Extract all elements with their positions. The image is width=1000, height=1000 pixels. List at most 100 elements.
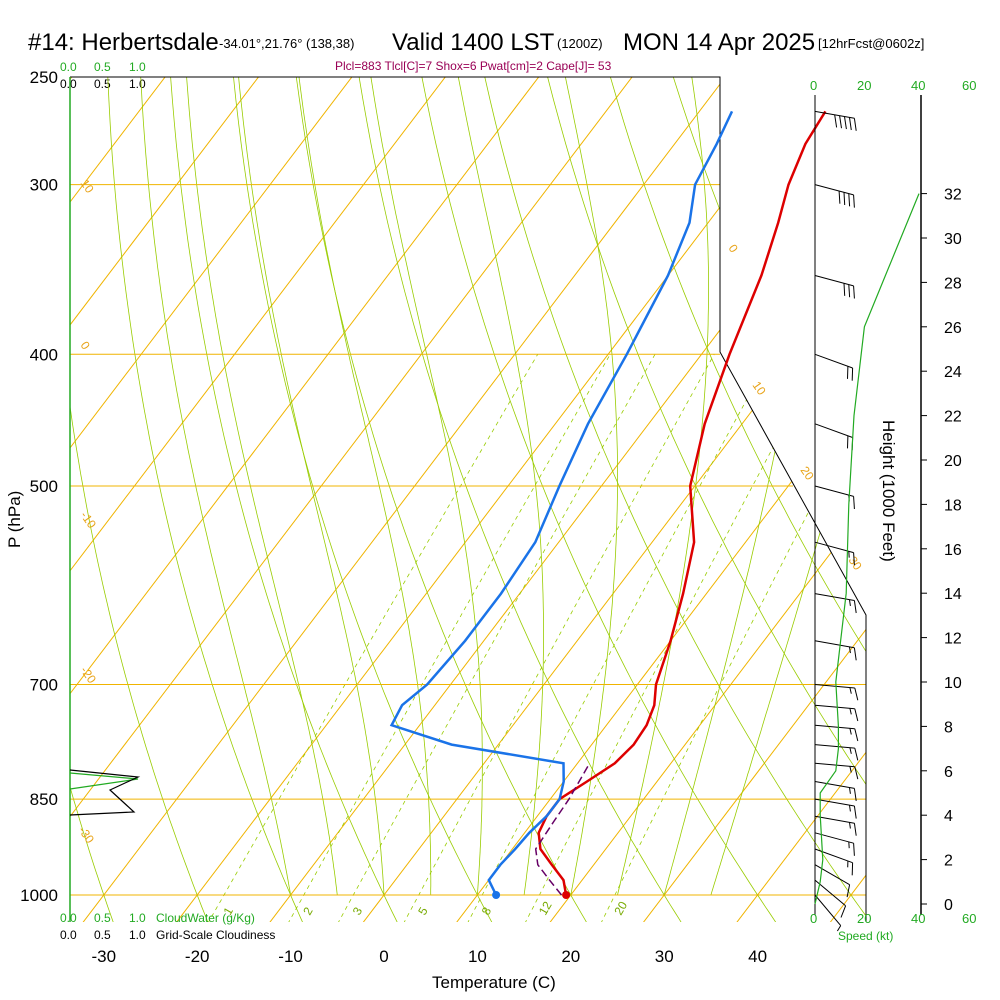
wind-barb-flag — [853, 600, 857, 614]
valid-time: Valid 1400 LST — [392, 29, 555, 56]
wind-barb-flag — [853, 788, 857, 801]
cloud-water-label: CloudWater (g/Kg) — [156, 911, 255, 925]
cloud-tick: 1.0 — [129, 928, 146, 942]
isobar-lines — [70, 76, 866, 896]
isotherm-label: 10 — [750, 379, 769, 398]
cloud-tick: 1.0 — [129, 77, 146, 91]
dry-adiabat-line — [354, 77, 683, 922]
wind-barb-flag — [853, 285, 855, 299]
wind-barb-staff — [814, 275, 854, 287]
isotherm-line — [70, 77, 651, 922]
pressure-tick-label: 1000 — [20, 886, 58, 905]
pressure-tick-label: 300 — [30, 176, 58, 195]
wind-barb-staff — [814, 110, 855, 119]
cloud-tick: 0.0 — [60, 911, 77, 925]
height-axis-label: Height (1000 Feet) — [879, 420, 898, 562]
dry-adiabat-line — [727, 77, 866, 922]
isotherm-label: 20 — [798, 464, 817, 483]
wind-barb-flag — [849, 117, 852, 131]
wind-barb-staff — [814, 781, 855, 789]
isotherm-label: -30 — [76, 824, 98, 847]
mixing-ratio-line — [524, 354, 824, 922]
wind-barb-flag — [853, 805, 857, 819]
isotherm-line — [735, 77, 866, 922]
height-tick-label: 18 — [944, 497, 962, 514]
wind-barb-flag — [848, 284, 851, 298]
wind-barb-staff — [814, 704, 855, 710]
speed-label: Speed (kt) — [838, 929, 893, 943]
cloud-tick: 0.5 — [94, 911, 111, 925]
pressure-tick-label: 850 — [30, 790, 58, 809]
wind-barb-flag — [854, 766, 859, 780]
height-tick-label: 4 — [944, 808, 953, 825]
wind-barb-half — [849, 728, 852, 735]
height-tick-label: 2 — [944, 853, 953, 870]
wind-barb-flag — [853, 194, 855, 208]
wind-barb-flag — [854, 708, 859, 722]
height-tick-label: 8 — [944, 719, 953, 736]
moist-adiabat-line — [139, 77, 291, 896]
wind-barb-staff — [814, 815, 855, 824]
utc-time: (1200Z) — [557, 36, 603, 51]
speed-tick: 0 — [810, 78, 817, 93]
isotherm-line — [641, 77, 866, 922]
wind-barb-flag — [853, 843, 855, 856]
wind-barbs — [814, 110, 859, 932]
wind-barb — [814, 815, 857, 836]
isotherm-line — [70, 77, 278, 922]
wind-barb — [814, 704, 859, 722]
isotherm-line — [70, 77, 464, 922]
mixing-ratio-line — [403, 354, 715, 922]
wind-barb — [814, 724, 859, 742]
height-tick-label: 28 — [944, 275, 962, 292]
dry-adiabat-line — [230, 77, 494, 922]
wind-barb-half — [836, 925, 842, 932]
dry-adiabat-line — [479, 77, 866, 922]
wind-barb-flag — [844, 116, 847, 130]
dry-adiabat-line — [106, 77, 304, 922]
wind-barb-half — [849, 687, 852, 694]
moist-adiabat-line — [560, 77, 618, 896]
wind-barb — [814, 353, 854, 381]
height-tick-label: 0 — [944, 897, 953, 914]
wind-barb-half — [849, 822, 851, 829]
isotherm-line — [548, 77, 866, 922]
wind-barb-flag — [838, 191, 841, 204]
sounding-profiles — [389, 110, 827, 899]
wind-barb — [814, 640, 857, 661]
wind-barb-staff — [814, 684, 855, 689]
dry-adiabat-line — [70, 77, 115, 922]
isotherm-lines — [70, 77, 866, 922]
wind-barb-half — [849, 787, 851, 794]
temperature-axis-label: Temperature (C) — [432, 973, 556, 992]
wind-barb-flag — [846, 884, 851, 898]
cloud-tick: 0.0 — [60, 60, 77, 74]
wind-barb-flag — [853, 552, 855, 566]
temperature-tick-label: 0 — [379, 947, 388, 966]
isotherm-label: 0 — [726, 242, 741, 256]
height-tick-label: 6 — [944, 764, 953, 781]
pressure-ticks: 250 300 400 500 700 850 1000 — [20, 68, 58, 905]
wind-barb-staff — [814, 353, 853, 369]
station-title: #14: Herbertsdale — [28, 29, 219, 56]
station-coords: -34.01°,21.76° (138,38) — [219, 36, 354, 51]
mixing-ratio-label: 20 — [611, 899, 630, 918]
isotherm-line — [455, 77, 866, 922]
temperature-tick-label: -30 — [92, 947, 117, 966]
wind-barb-staff — [814, 423, 853, 438]
wind-barb — [814, 684, 859, 701]
mixing-ratio-label: 5 — [415, 904, 431, 917]
pressure-tick-label: 250 — [30, 68, 58, 87]
wind-barb — [814, 744, 859, 761]
cloud-tick: 1.0 — [129, 911, 146, 925]
pressure-axis-label: P (hPa) — [5, 491, 24, 548]
wind-barb — [814, 781, 857, 801]
wind-barb — [814, 593, 857, 614]
wind-barb-flag — [853, 823, 857, 836]
isotherm-label: 0 — [78, 339, 93, 353]
wind-barb — [814, 848, 854, 876]
dry-adiabat-line — [665, 77, 866, 922]
wind-barb-flag — [854, 728, 859, 742]
